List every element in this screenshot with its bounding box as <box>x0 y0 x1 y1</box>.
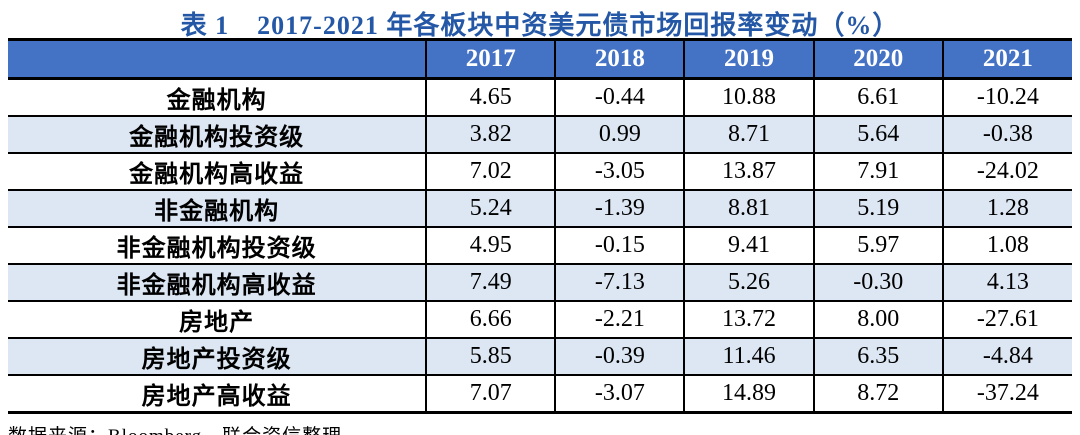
cell-value: 6.61 <box>812 78 943 117</box>
cell-value: 1.28 <box>941 190 1072 228</box>
cell-value: 8.00 <box>812 301 943 339</box>
cell-value: 6.66 <box>425 301 556 339</box>
table-row: 非金融机构高收益 7.49 -7.13 5.26 -0.30 4.13 <box>8 264 1072 302</box>
cell-value: -3.07 <box>554 375 685 413</box>
cell-value: -7.13 <box>554 264 685 302</box>
row-label: 房地产 <box>8 301 427 339</box>
cell-value: 8.81 <box>683 190 814 228</box>
table-row: 金融机构 4.65 -0.44 10.88 6.61 -10.24 <box>8 78 1072 117</box>
column-header-2017: 2017 <box>425 39 556 80</box>
table-title-text: 2017-2021 年各板块中资美元债市场回报率变动（%） <box>257 11 900 40</box>
cell-value: -4.84 <box>941 338 1072 376</box>
cell-value: -3.05 <box>554 153 685 191</box>
cell-value: -10.24 <box>941 78 1072 117</box>
data-source-note: 数据来源：Bloomberg，联合资信整理 <box>8 421 1072 435</box>
cell-value: 4.65 <box>425 78 556 117</box>
cell-value: 7.49 <box>425 264 556 302</box>
cell-value: -2.21 <box>554 301 685 339</box>
cell-value: 1.08 <box>941 227 1072 265</box>
cell-value: -0.39 <box>554 338 685 376</box>
cell-value: 4.95 <box>425 227 556 265</box>
row-label: 非金融机构 <box>8 190 427 228</box>
cell-value: 7.07 <box>425 375 556 413</box>
cell-value: 11.46 <box>683 338 814 376</box>
returns-table: 2017 2018 2019 2020 2021 金融机构 4.65 -0.44 10.88 6… <box>8 38 1072 414</box>
table-header: 2017 2018 2019 2020 2021 <box>8 39 1072 80</box>
table-row: 非金融机构投资级 4.95 -0.15 9.41 5.97 1.08 <box>8 227 1072 265</box>
cell-value: -0.44 <box>554 78 685 117</box>
cell-value: 3.82 <box>425 116 556 154</box>
row-label: 非金融机构投资级 <box>8 227 427 265</box>
cell-value: 5.24 <box>425 190 556 228</box>
cell-value: 5.19 <box>812 190 943 228</box>
cell-value: 14.89 <box>683 375 814 413</box>
cell-value: 4.13 <box>941 264 1072 302</box>
corner-cell <box>8 39 427 80</box>
cell-value: 0.99 <box>554 116 685 154</box>
cell-value: -37.24 <box>941 375 1072 413</box>
cell-value: -27.61 <box>941 301 1072 339</box>
cell-value: 5.97 <box>812 227 943 265</box>
table-body: 金融机构 4.65 -0.44 10.88 6.61 -10.24 金融机构投资级 3.82 0… <box>8 78 1072 413</box>
row-label: 非金融机构高收益 <box>8 264 427 302</box>
cell-value: 10.88 <box>683 78 814 117</box>
cell-value: -1.39 <box>554 190 685 228</box>
cell-value: 7.91 <box>812 153 943 191</box>
table-number-label: 表 1 <box>180 11 230 40</box>
cell-value: 7.02 <box>425 153 556 191</box>
table-title: 表 1 2017-2021 年各板块中资美元债市场回报率变动（%） <box>8 0 1072 40</box>
column-header-2020: 2020 <box>812 39 943 80</box>
column-header-2019: 2019 <box>683 39 814 80</box>
column-header-2018: 2018 <box>554 39 685 80</box>
table-row: 金融机构高收益 7.02 -3.05 13.87 7.91 -24.02 <box>8 153 1072 191</box>
cell-value: -0.30 <box>812 264 943 302</box>
row-label: 金融机构高收益 <box>8 153 427 191</box>
cell-value: 9.41 <box>683 227 814 265</box>
cell-value: -0.38 <box>941 116 1072 154</box>
row-label: 金融机构 <box>8 78 427 117</box>
header-row: 2017 2018 2019 2020 2021 <box>8 39 1072 80</box>
column-header-2021: 2021 <box>941 39 1072 80</box>
table-row: 金融机构投资级 3.82 0.99 8.71 5.64 -0.38 <box>8 116 1072 154</box>
cell-value: 8.72 <box>812 375 943 413</box>
cell-value: 13.87 <box>683 153 814 191</box>
cell-value: 5.26 <box>683 264 814 302</box>
row-label: 房地产投资级 <box>8 338 427 376</box>
cell-value: 8.71 <box>683 116 814 154</box>
table-row: 房地产高收益 7.07 -3.07 14.89 8.72 -37.24 <box>8 375 1072 413</box>
cell-value: 5.85 <box>425 338 556 376</box>
table-row: 房地产投资级 5.85 -0.39 11.46 6.35 -4.84 <box>8 338 1072 376</box>
cell-value: -24.02 <box>941 153 1072 191</box>
cell-value: 6.35 <box>812 338 943 376</box>
row-label: 金融机构投资级 <box>8 116 427 154</box>
cell-value: 13.72 <box>683 301 814 339</box>
cell-value: 5.64 <box>812 116 943 154</box>
table-row: 非金融机构 5.24 -1.39 8.81 5.19 1.28 <box>8 190 1072 228</box>
cell-value: -0.15 <box>554 227 685 265</box>
row-label: 房地产高收益 <box>141 384 292 410</box>
table-row: 房地产 6.66 -2.21 13.72 8.00 -27.61 <box>8 301 1072 339</box>
